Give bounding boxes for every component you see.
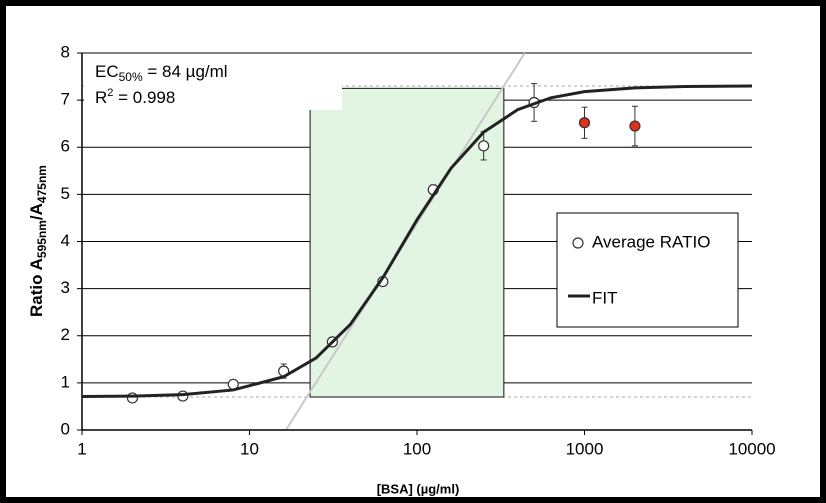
ec50-rest: = 84 µg/ml xyxy=(143,62,228,81)
y-tick-label: 8 xyxy=(61,42,70,61)
y-tick-label: 5 xyxy=(61,184,70,203)
r2-sup: 2 xyxy=(107,87,113,99)
legend-marker xyxy=(572,237,584,249)
legend-label: FIT xyxy=(592,288,618,307)
data-point xyxy=(478,140,490,152)
y-label-sub1: 595nm xyxy=(35,220,49,258)
x-axis-label: [BSA] (µg/ml) xyxy=(377,481,460,496)
y-tick-label: 3 xyxy=(61,278,70,297)
fit-line xyxy=(81,84,753,399)
y-label-sub2: 475nm xyxy=(35,165,49,203)
y-axis-label: Ratio A595nm/A475nm xyxy=(27,165,49,317)
legend-label: Average RATIO xyxy=(592,232,710,251)
r2-rest: = 0.998 xyxy=(113,88,175,107)
r2-main: R xyxy=(95,88,107,107)
ec50-annotation: EC50% = 84 µg/ml xyxy=(95,62,228,84)
ec50-main: EC xyxy=(95,62,119,81)
x-tick-label: 1000 xyxy=(566,439,604,458)
y-tick-label: 2 xyxy=(61,325,70,344)
y-tick-label: 0 xyxy=(61,419,70,438)
y-tick-label: 1 xyxy=(61,372,70,391)
highlight-range xyxy=(309,87,505,398)
ec50-sub: 50% xyxy=(119,70,143,84)
data-point xyxy=(629,120,641,132)
y-tick-label: 6 xyxy=(61,137,70,156)
legend-box xyxy=(556,212,739,328)
x-tick-label: 100 xyxy=(403,439,431,458)
x-tick-label: 10000 xyxy=(728,439,775,458)
y-tick-label: 7 xyxy=(61,90,70,109)
y-label-mid: /A xyxy=(27,203,46,220)
x-tick-label: 1 xyxy=(77,439,86,458)
r2-annotation: R2 = 0.998 xyxy=(95,87,175,108)
y-label-main: Ratio A xyxy=(27,258,46,317)
x-tick-label: 10 xyxy=(240,439,259,458)
data-point xyxy=(578,117,591,129)
data-point xyxy=(126,392,139,404)
y-tick-label: 4 xyxy=(61,231,70,250)
annotation-box xyxy=(84,56,342,110)
